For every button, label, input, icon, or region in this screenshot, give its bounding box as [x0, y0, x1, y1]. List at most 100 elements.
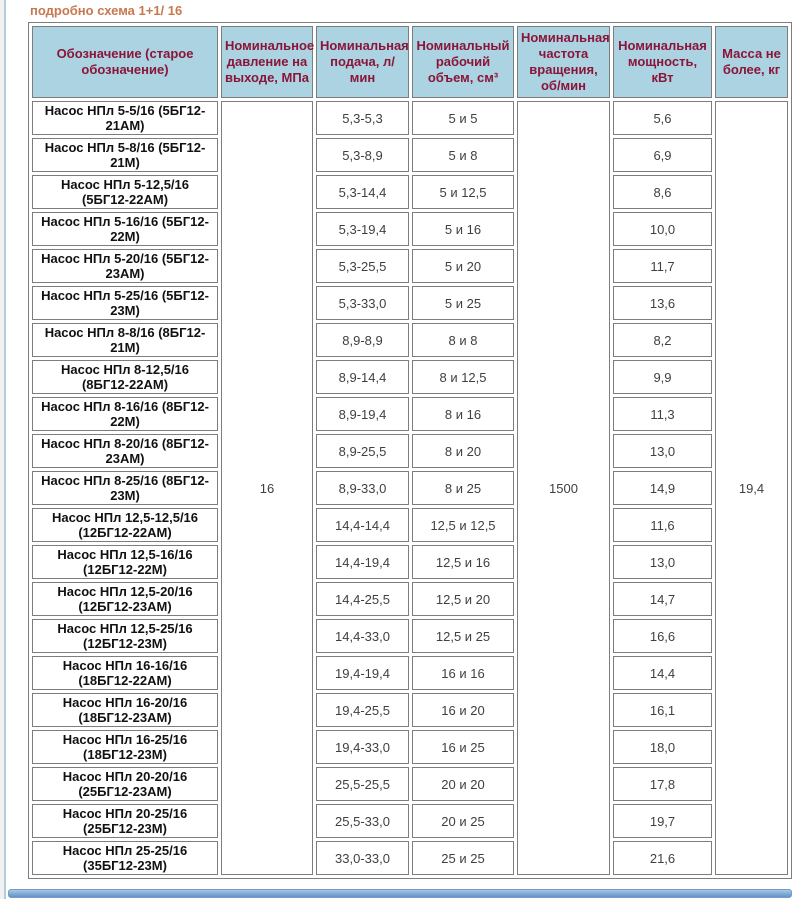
- table-row: Насос НПл 20-25/16 (25БГ12-23М) 25,5-33,0…: [32, 804, 788, 838]
- pump-name-cell: Насос НПл 12,5-16/16 (12БГ12-22М): [32, 545, 218, 579]
- flow-cell: 5,3-33,0: [316, 286, 409, 320]
- flow-cell: 14,4-19,4: [316, 545, 409, 579]
- pressure-header: Номинальное давление на выходе, МПа: [221, 26, 314, 98]
- power-cell: 14,9: [613, 471, 712, 505]
- flow-cell: 25,5-25,5: [316, 767, 409, 801]
- pump-name-cell: Насос НПл 8-25/16 (8БГ12-23М): [32, 471, 218, 505]
- pump-name-cell: Насос НПл 5-5/16 (5БГ12-21АМ): [32, 101, 218, 135]
- flow-cell: 14,4-14,4: [316, 508, 409, 542]
- volume-cell: 16 и 16: [412, 656, 514, 690]
- flow-cell: 25,5-33,0: [316, 804, 409, 838]
- table-row: Насос НПл 8-16/16 (8БГ12-22М) 8,9-19,4 8 и…: [32, 397, 788, 431]
- volume-cell: 12,5 и 20: [412, 582, 514, 616]
- speed-span-cell: 1500: [517, 101, 610, 875]
- flow-cell: 19,4-19,4: [316, 656, 409, 690]
- speed-header: Номинальная частота вращения, об/мин: [517, 26, 610, 98]
- flow-cell: 5,3-25,5: [316, 249, 409, 283]
- volume-cell: 5 и 20: [412, 249, 514, 283]
- table-row: Насос НПл 5-25/16 (5БГ12-23М) 5,3-33,0 5 и…: [32, 286, 788, 320]
- table-row: Насос НПл 8-25/16 (8БГ12-23М) 8,9-33,0 8 и…: [32, 471, 788, 505]
- power-cell: 14,4: [613, 656, 712, 690]
- pump-name-cell: Насос НПл 8-16/16 (8БГ12-22М): [32, 397, 218, 431]
- table-row: Насос НПл 5-5/16 (5БГ12-21АМ) 16 5,3-5,3 5 …: [32, 101, 788, 875]
- mass-header: Масса не более, кг: [715, 26, 788, 98]
- volume-cell: 5 и 25: [412, 286, 514, 320]
- pump-name-cell: Насос НПл 12,5-12,5/16 (12БГ12-22АМ): [32, 508, 218, 542]
- power-cell: 13,0: [613, 434, 712, 468]
- volume-cell: 12,5 и 25: [412, 619, 514, 653]
- power-cell: 11,3: [613, 397, 712, 431]
- volume-cell: 8 и 12,5: [412, 360, 514, 394]
- table-row: Насос НПл 8-20/16 (8БГ12-23АМ) 8,9-25,5 8 …: [32, 434, 788, 468]
- page-content: подробно схема 1+1/ 16 Обозначение (стар…: [28, 2, 792, 879]
- table-row: Насос НПл 12,5-25/16 (12БГ12-23М) 14,4-33…: [32, 619, 788, 653]
- pump-name-cell: Насос НПл 20-20/16 (25БГ12-23АМ): [32, 767, 218, 801]
- power-cell: 5,6: [613, 101, 712, 135]
- power-cell: 21,6: [613, 841, 712, 875]
- power-cell: 8,6: [613, 175, 712, 209]
- pump-name-cell: Насос НПл 5-12,5/16 (5БГ12-22АМ): [32, 175, 218, 209]
- volume-cell: 8 и 25: [412, 471, 514, 505]
- flow-cell: 5,3-19,4: [316, 212, 409, 246]
- flow-cell: 19,4-25,5: [316, 693, 409, 727]
- power-cell: 9,9: [613, 360, 712, 394]
- pump-name-cell: Насос НПл 5-16/16 (5БГ12-22М): [32, 212, 218, 246]
- table-row: Насос НПл 5-12,5/16 (5БГ12-22АМ) 5,3-14,4…: [32, 175, 788, 209]
- power-cell: 13,0: [613, 545, 712, 579]
- page-left-border: [0, 0, 6, 899]
- flow-cell: 5,3-14,4: [316, 175, 409, 209]
- power-cell: 13,6: [613, 286, 712, 320]
- pump-name-cell: Насос НПл 12,5-25/16 (12БГ12-23М): [32, 619, 218, 653]
- power-header: Номинальная мощность, кВт: [613, 26, 712, 98]
- table-row: Насос НПл 5-16/16 (5БГ12-22М) 5,3-19,4 5 и…: [32, 212, 788, 246]
- table-row: Насос НПл 5-8/16 (5БГ12-21М) 5,3-8,9 5 и 8…: [32, 138, 788, 172]
- pump-spec-table-body: Насос НПл 5-5/16 (5БГ12-21АМ) 16 5,3-5,3 5 …: [32, 101, 788, 875]
- volume-cell: 20 и 25: [412, 804, 514, 838]
- power-cell: 16,1: [613, 693, 712, 727]
- volume-cell: 5 и 12,5: [412, 175, 514, 209]
- flow-cell: 14,4-25,5: [316, 582, 409, 616]
- flow-cell: 19,4-33,0: [316, 730, 409, 764]
- table-row: Насос НПл 25-25/16 (35БГ12-23М) 33,0-33,0…: [32, 841, 788, 875]
- volume-cell: 8 и 8: [412, 323, 514, 357]
- table-row: Насос НПл 20-20/16 (25БГ12-23АМ) 25,5-25,…: [32, 767, 788, 801]
- table-row: Насос НПл 16-20/16 (18БГ12-23АМ) 19,4-25,…: [32, 693, 788, 727]
- header-row: Обозначение (старое обозначение) Номиналь…: [32, 26, 788, 98]
- volume-cell: 8 и 16: [412, 397, 514, 431]
- volume-cell: 12,5 и 16: [412, 545, 514, 579]
- power-cell: 10,0: [613, 212, 712, 246]
- volume-cell: 25 и 25: [412, 841, 514, 875]
- pump-name-cell: Насос НПл 8-20/16 (8БГ12-23АМ): [32, 434, 218, 468]
- power-cell: 18,0: [613, 730, 712, 764]
- pump-name-cell: Насос НПл 5-20/16 (5БГ12-23АМ): [32, 249, 218, 283]
- volume-cell: 5 и 5: [412, 101, 514, 135]
- pump-name-cell: Насос НПл 5-25/16 (5БГ12-23М): [32, 286, 218, 320]
- pump-name-cell: Насос НПл 20-25/16 (25БГ12-23М): [32, 804, 218, 838]
- table-row: Насос НПл 12,5-12,5/16 (12БГ12-22АМ) 14,4…: [32, 508, 788, 542]
- flow-cell: 8,9-19,4: [316, 397, 409, 431]
- volume-cell: 16 и 25: [412, 730, 514, 764]
- power-cell: 14,7: [613, 582, 712, 616]
- pressure-span-cell: 16: [221, 101, 313, 875]
- mass-span-cell: 19,4: [715, 101, 788, 875]
- table-row: Насос НПл 5-20/16 (5БГ12-23АМ) 5,3-25,5 5 …: [32, 249, 788, 283]
- power-cell: 11,7: [613, 249, 712, 283]
- table-row: Насос НПл 12,5-16/16 (12БГ12-22М) 14,4-19…: [32, 545, 788, 579]
- power-cell: 17,8: [613, 767, 712, 801]
- pump-name-cell: Насос НПл 5-8/16 (5БГ12-21М): [32, 138, 218, 172]
- schema-detail-link[interactable]: подробно схема 1+1/ 16: [30, 3, 183, 18]
- table-row: Насос НПл 8-12,5/16 (8БГ12-22АМ) 8,9-14,4…: [32, 360, 788, 394]
- volume-header: Номинальный рабочий объем, см³: [412, 26, 514, 98]
- table-row: Насос НПл 12,5-20/16 (12БГ12-23АМ) 14,4-2…: [32, 582, 788, 616]
- horizontal-scrollbar-thumb[interactable]: [8, 889, 792, 898]
- table-row: Насос НПл 16-16/16 (18БГ12-22АМ) 19,4-19,…: [32, 656, 788, 690]
- flow-cell: 5,3-5,3: [316, 101, 409, 135]
- volume-cell: 12,5 и 12,5: [412, 508, 514, 542]
- power-cell: 11,6: [613, 508, 712, 542]
- designation-header: Обозначение (старое обозначение): [32, 26, 218, 98]
- pump-spec-table-head: Обозначение (старое обозначение) Номиналь…: [32, 26, 788, 98]
- volume-cell: 16 и 20: [412, 693, 514, 727]
- pump-name-cell: Насос НПл 16-20/16 (18БГ12-23АМ): [32, 693, 218, 727]
- volume-cell: 5 и 8: [412, 138, 514, 172]
- table-row: Насос НПл 16-25/16 (18БГ12-23М) 19,4-33,0…: [32, 730, 788, 764]
